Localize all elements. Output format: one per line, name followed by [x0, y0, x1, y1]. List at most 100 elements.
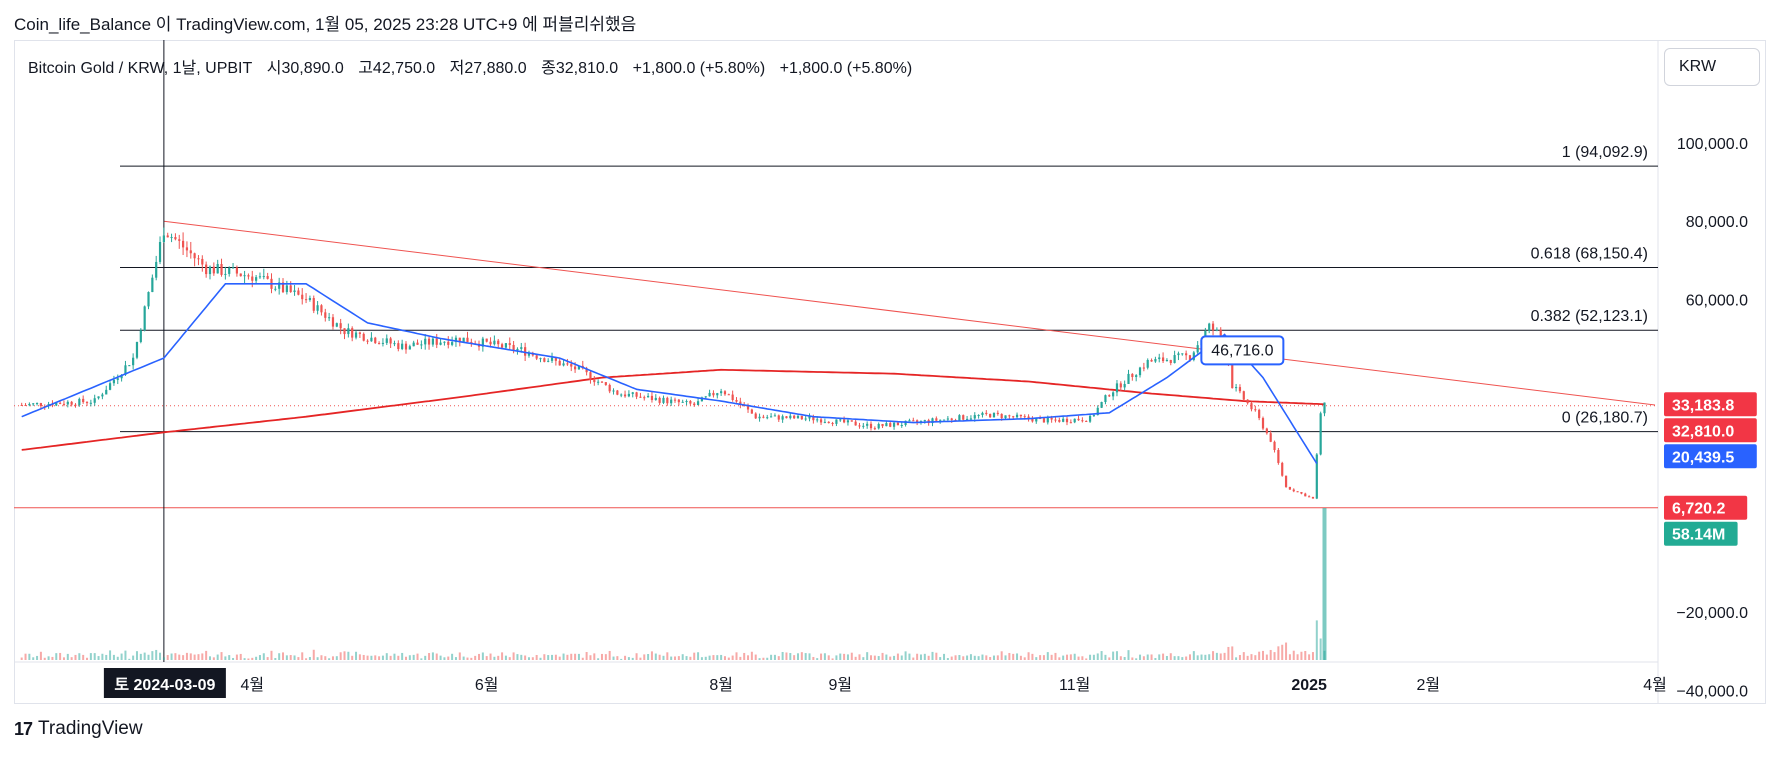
volume-bar — [274, 658, 277, 660]
tradingview-logo[interactable]: 17 TradingView — [14, 718, 143, 740]
candle-body — [704, 396, 707, 398]
volume-bar — [170, 653, 173, 660]
volume-bar — [593, 653, 596, 660]
candle-body — [331, 317, 335, 327]
candle-body — [362, 333, 365, 341]
volume-bar — [1046, 652, 1049, 660]
candle-body — [170, 237, 173, 239]
volume-bar — [478, 653, 481, 660]
candle-body — [720, 391, 723, 394]
volume-bar — [197, 654, 200, 660]
volume-bar — [720, 654, 723, 660]
volume-bar — [297, 657, 300, 660]
candle-body — [1323, 402, 1326, 414]
candle-body — [520, 347, 523, 349]
time-axis-tick-label: 6월 — [475, 676, 499, 694]
candle-body — [185, 247, 189, 251]
volume-bar — [243, 658, 246, 660]
candle-body — [78, 398, 81, 406]
candle-body — [696, 401, 700, 406]
price-axis-tick-label: 60,000.0 — [1686, 292, 1748, 309]
candle-body — [681, 401, 684, 403]
candle-body — [1258, 409, 1261, 419]
candle-body — [708, 392, 711, 397]
volume-bar — [954, 655, 957, 660]
symbol-title[interactable]: Bitcoin Gold / KRW, 1날, UPBIT — [28, 60, 253, 77]
volume-bar — [1177, 656, 1180, 660]
volume-bar — [1250, 654, 1253, 660]
candle-body — [251, 276, 254, 281]
volume-bar — [439, 655, 442, 660]
volume-bar — [785, 652, 788, 660]
candle-body — [892, 422, 896, 427]
candle-body — [769, 416, 773, 418]
volume-bar — [616, 656, 619, 660]
volume-bar — [216, 654, 219, 660]
volume-bar — [627, 657, 630, 660]
descending-trendline[interactable] — [163, 220, 1656, 406]
candle-body — [1096, 407, 1099, 416]
candle-body — [612, 390, 615, 392]
candle-body — [1077, 418, 1080, 421]
candle-body — [1242, 391, 1245, 400]
candle-body — [143, 306, 146, 331]
volume-bar — [412, 654, 415, 660]
publisher-name[interactable]: Coin_life_Balance — [14, 15, 152, 34]
candle-body — [781, 416, 784, 420]
volume-bar — [946, 658, 949, 660]
candle-body — [1158, 357, 1161, 360]
candle-body — [189, 250, 192, 254]
candle-body — [62, 403, 66, 405]
candle-body — [1261, 418, 1265, 429]
candle-body — [301, 294, 304, 300]
candle-body — [304, 299, 308, 301]
volume-bar — [1004, 655, 1007, 660]
volume-bar — [1054, 652, 1057, 660]
volume-bar — [916, 653, 919, 660]
volume-bar — [816, 658, 819, 660]
volume-bar — [516, 654, 519, 660]
candle-body — [1246, 399, 1249, 404]
volume-bar — [1292, 650, 1295, 660]
volume-bar — [255, 656, 258, 660]
moving-average-slow — [21, 368, 1325, 451]
candle-body — [1046, 417, 1049, 423]
candle-body — [85, 402, 89, 404]
volume-bar — [512, 652, 515, 660]
candle-body — [1219, 329, 1222, 336]
volume-bar — [97, 656, 100, 660]
volume-bar — [1227, 646, 1230, 660]
volume-bar — [766, 657, 769, 660]
candle-body — [762, 416, 765, 418]
candle-body — [1146, 359, 1149, 368]
candle-body — [1112, 392, 1115, 397]
volume-bar — [1027, 652, 1030, 660]
volume-bar — [804, 653, 807, 660]
candle-body — [1292, 489, 1295, 492]
candle-body — [869, 423, 873, 429]
volume-bar — [1219, 653, 1222, 660]
candle-body — [1288, 486, 1292, 490]
candle-body — [420, 344, 423, 346]
currency-button[interactable]: KRW — [1664, 48, 1760, 86]
volume-bar — [32, 657, 35, 660]
time-axis-tick-label: 2025 — [1291, 677, 1327, 694]
candle-body — [577, 365, 581, 370]
candle-body — [670, 399, 673, 404]
price-annotation-box[interactable] — [1200, 335, 1285, 366]
candle-body — [777, 415, 780, 420]
candle-body — [758, 416, 761, 419]
candle-body — [866, 423, 869, 426]
candle-body — [1208, 323, 1211, 331]
candle-body — [162, 235, 165, 243]
volume-bar — [977, 656, 980, 660]
volume-bar — [36, 655, 39, 660]
candle-body — [996, 412, 999, 414]
candle-body — [950, 418, 953, 420]
volume-bar — [543, 654, 546, 660]
volume-bar — [700, 657, 703, 660]
volume-bar — [1181, 657, 1184, 660]
volume-bar — [685, 656, 688, 660]
candle-body — [1081, 420, 1084, 422]
